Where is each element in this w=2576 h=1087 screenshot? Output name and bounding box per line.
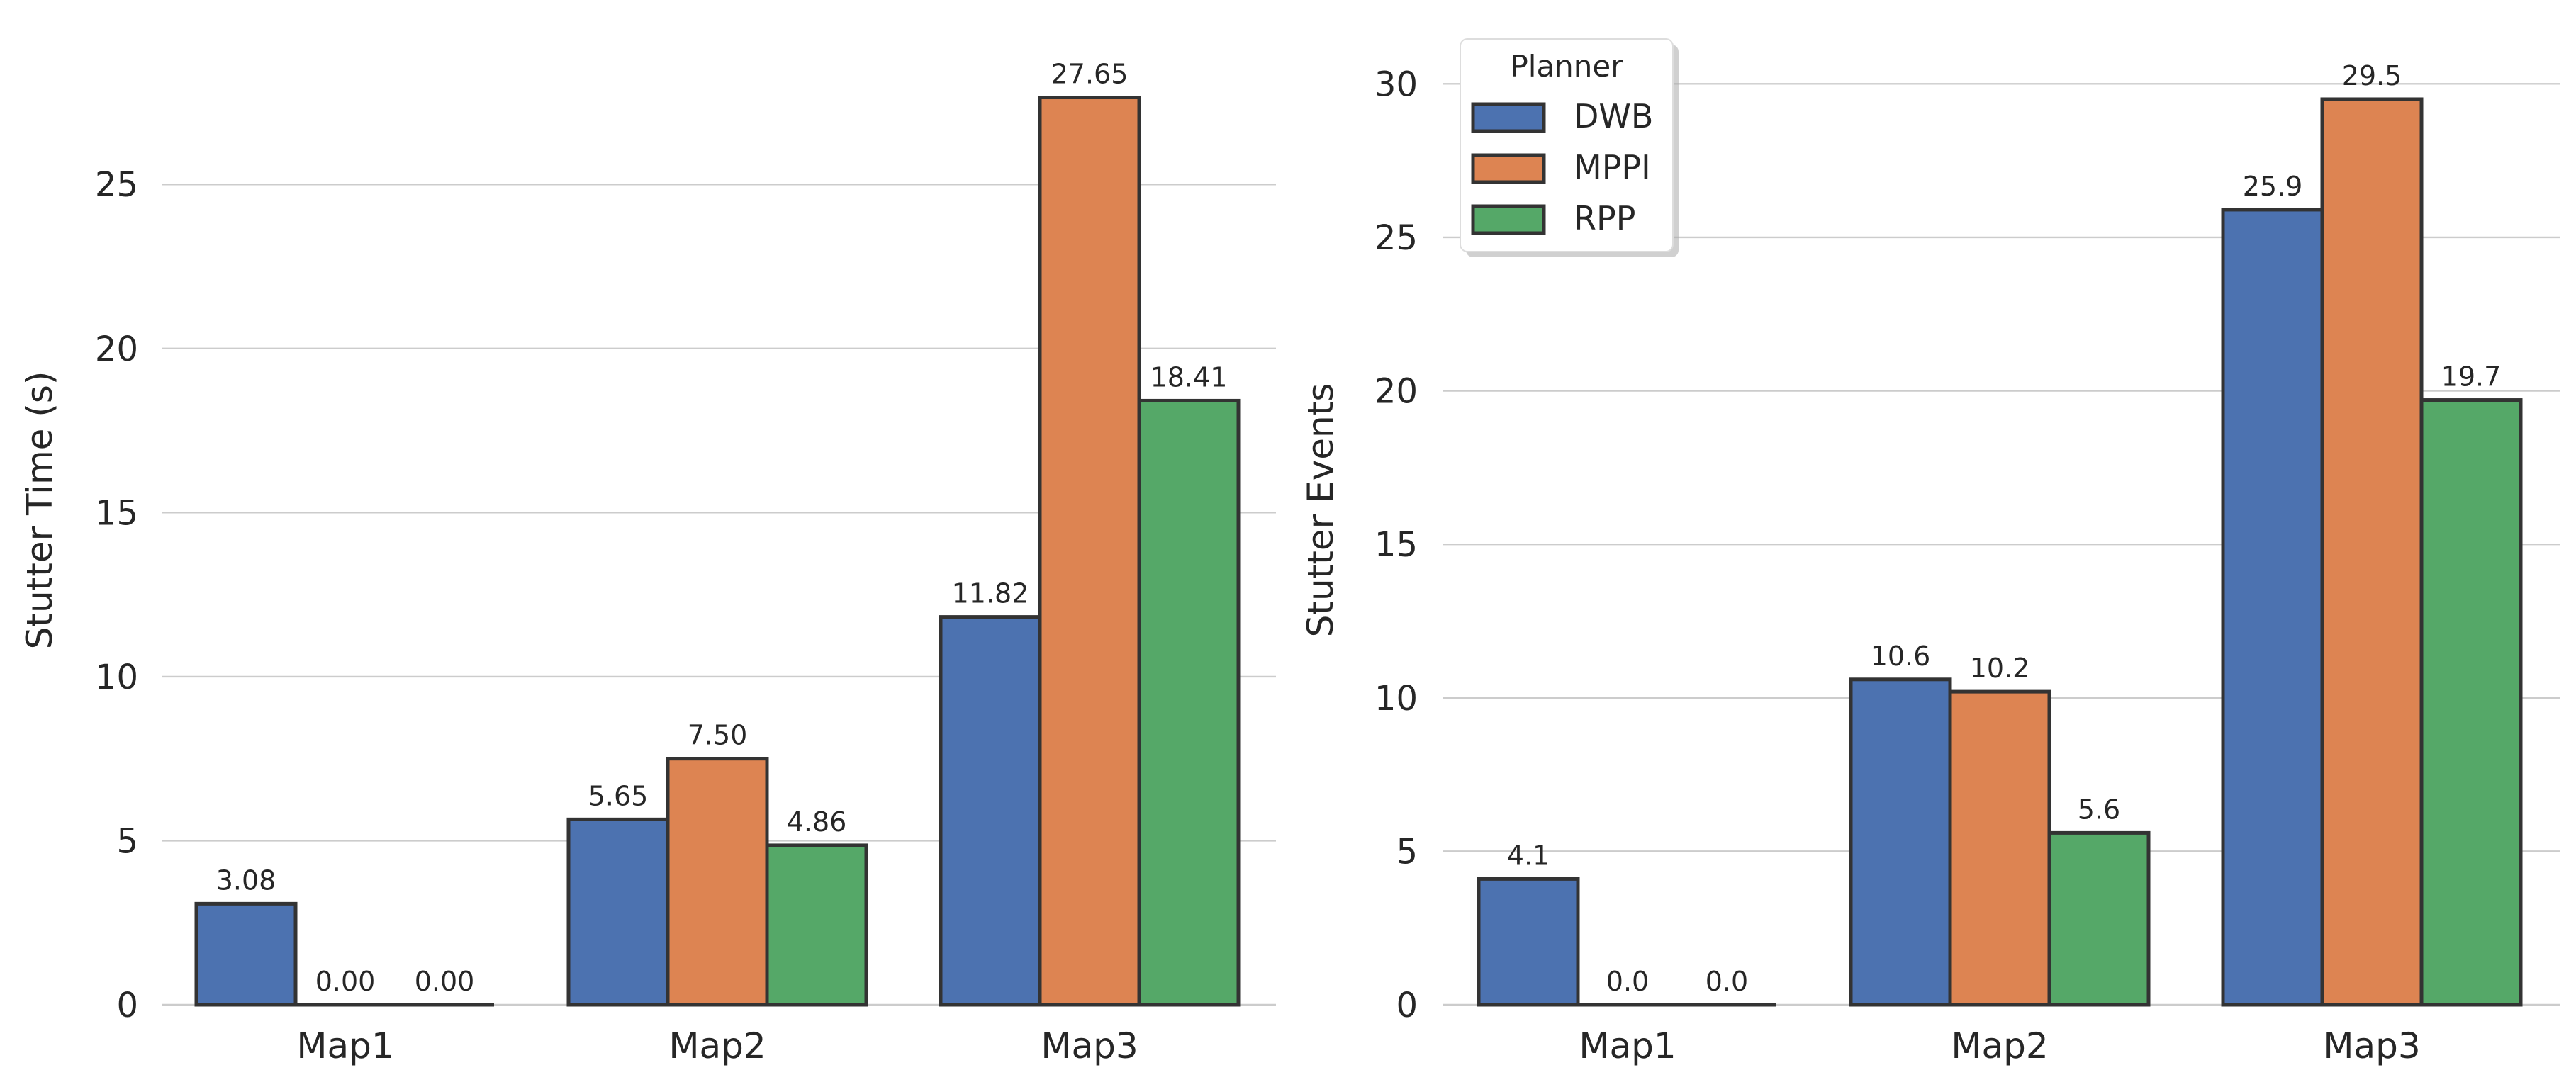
x-tick-label: Map2 (668, 1025, 766, 1066)
bar-rpp-map2 (2047, 830, 2151, 1007)
y-tick-label: 0 (1396, 986, 1418, 1025)
bar-rpp-map3 (1137, 398, 1241, 1007)
chart-panel-stutter-time: 0 5 10 15 20 25 Stutter Time (s) 3.08 5.65 11.82 0… (19, 59, 1276, 1066)
chart-panel-stutter-events: 0 5 10 15 20 25 30 Stutter Events 4.1 10.6 25.9 0.0… (1300, 38, 2560, 1066)
x-tick-label: Map3 (1041, 1025, 1138, 1066)
data-label: 3.08 (216, 864, 276, 896)
data-label: 5.65 (588, 780, 649, 811)
bar-dwb-map3 (939, 615, 1042, 1007)
bar-dwb-map3 (2221, 208, 2324, 1007)
bar-mppi-map2 (666, 757, 769, 1007)
x-tick-label: Map2 (1951, 1025, 2048, 1066)
bar-dwb-map2 (1849, 677, 1952, 1007)
bar-dwb-map1 (1477, 877, 1580, 1007)
bar-dwb-map1 (194, 901, 298, 1007)
y-tick-label: 0 (116, 986, 138, 1025)
data-label: 25.9 (2243, 171, 2303, 202)
data-label: 11.82 (952, 578, 1029, 609)
data-label: 29.5 (2342, 60, 2402, 91)
legend-title: Planner (1510, 49, 1623, 84)
bar-dwb-map2 (566, 817, 670, 1007)
legend-label-dwb: DWB (1574, 97, 1653, 135)
data-label: 4.1 (1507, 840, 1550, 871)
data-label: 0.00 (315, 966, 376, 997)
legend-swatch-mppi (1471, 153, 1546, 184)
bar-rpp-map3 (2419, 398, 2523, 1007)
y-tick-label: 20 (1374, 372, 1418, 412)
data-label: 4.86 (787, 806, 847, 838)
x-tick-label: Map1 (1579, 1025, 1676, 1066)
bar-mppi-map3 (2320, 97, 2424, 1007)
y-tick-label: 10 (1374, 679, 1418, 719)
y-tick-label: 10 (95, 658, 138, 697)
legend-swatch-dwb (1471, 102, 1546, 133)
bar-mppi-map2 (1948, 689, 2051, 1007)
bar-rpp-map2 (765, 843, 868, 1007)
bar-mppi-map3 (1038, 96, 1141, 1007)
y-axis-label: Stutter Time (s) (19, 371, 60, 650)
data-label: 0.0 (1606, 966, 1649, 997)
x-tick-label: Map3 (2323, 1025, 2420, 1066)
y-tick-label: 15 (95, 493, 138, 533)
y-tick-label: 20 (95, 330, 138, 369)
data-label: 10.2 (1970, 653, 2030, 684)
y-tick-label: 25 (1374, 218, 1418, 258)
data-label: 10.6 (1871, 641, 1931, 672)
y-tick-label: 30 (1374, 64, 1418, 104)
data-label: 5.6 (2078, 794, 2120, 825)
data-label: 0.00 (415, 966, 475, 997)
legend-swatch-rpp (1471, 204, 1546, 235)
data-label: 7.50 (688, 720, 748, 751)
y-tick-label: 5 (116, 821, 138, 861)
legend-label-rpp: RPP (1574, 199, 1635, 237)
y-tick-label: 5 (1396, 832, 1418, 872)
data-label: 19.7 (2441, 361, 2502, 393)
legend-box (1460, 38, 1674, 252)
x-tick-label: Map1 (296, 1025, 393, 1066)
legend: Planner DWB MPPI RPP (1460, 38, 1679, 257)
y-tick-label: 25 (95, 165, 138, 205)
data-label: 27.65 (1051, 59, 1129, 90)
y-axis-label: Stutter Events (1300, 383, 1341, 638)
legend-label-mppi: MPPI (1574, 148, 1651, 186)
y-tick-label: 15 (1374, 525, 1418, 565)
data-label: 18.41 (1150, 361, 1228, 393)
data-label: 0.0 (1706, 966, 1748, 997)
